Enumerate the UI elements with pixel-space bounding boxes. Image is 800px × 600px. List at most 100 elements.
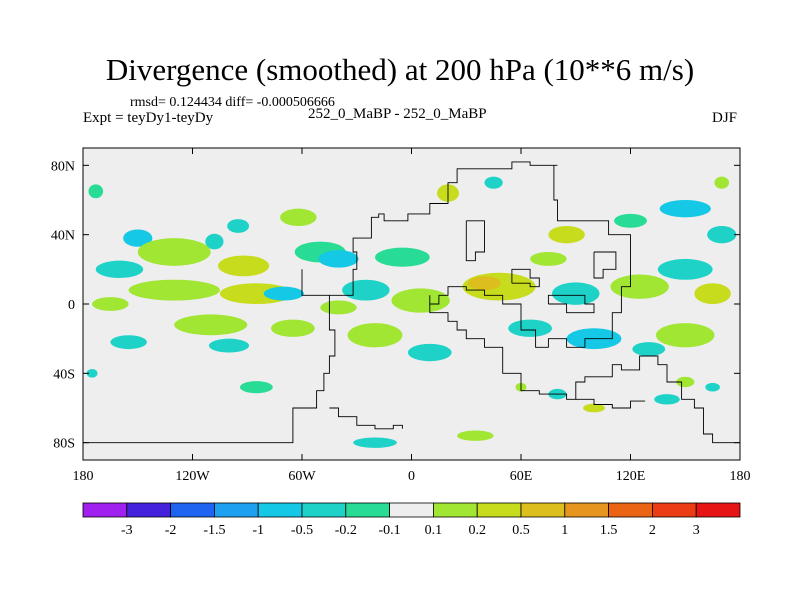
field-patch	[676, 376, 695, 388]
field-patch	[657, 258, 713, 280]
field-patch	[227, 219, 250, 233]
continent-outline	[83, 161, 740, 444]
field-patch	[614, 213, 647, 228]
coastline	[593, 251, 617, 279]
field-patch	[656, 323, 715, 348]
colorbar-swatch	[652, 502, 697, 518]
colorbar-label: -0.1	[379, 523, 401, 538]
colorbar-label: 1.5	[600, 523, 618, 538]
field-patch	[86, 369, 98, 378]
field-patch	[632, 342, 666, 357]
field-patch	[407, 343, 452, 362]
colorbar-label: 0.5	[512, 523, 530, 538]
field-patch	[263, 286, 304, 301]
coastline	[547, 294, 595, 314]
field-patch	[123, 229, 153, 247]
y-tick-label: 40N	[51, 229, 75, 244]
field-patch	[88, 184, 104, 199]
field-patch	[128, 279, 220, 301]
field-patch	[218, 255, 270, 277]
y-tick-label: 0	[68, 298, 75, 313]
field-patch	[457, 430, 494, 441]
colorbar-swatch	[82, 502, 128, 518]
colorbar-swatch	[520, 502, 566, 518]
field-patch	[530, 251, 567, 266]
field-patch	[583, 403, 605, 413]
coastline	[301, 269, 330, 296]
chart-title: Divergence (smoothed) at 200 hPa (10**6 …	[105, 52, 695, 87]
x-tick-label: 180	[730, 469, 751, 484]
colorbar-swatch	[257, 502, 303, 518]
colorbar-label: -1	[252, 523, 264, 538]
field-patch	[654, 394, 680, 405]
colorbar-label: -0.2	[335, 523, 357, 538]
colorbar-label: 0.2	[468, 523, 486, 538]
colorbar-label: 2	[649, 523, 656, 538]
field-patch	[239, 381, 273, 394]
field-patch	[659, 200, 711, 218]
field-patch	[137, 238, 211, 266]
season-label: DJF	[712, 110, 738, 126]
colorbar-swatch	[695, 502, 741, 518]
colorbar-label: -3	[121, 523, 133, 538]
coastline	[511, 268, 540, 288]
x-tick-label: 60E	[510, 469, 533, 484]
coastline	[83, 161, 740, 444]
field-patch	[353, 437, 397, 448]
coastline	[465, 220, 485, 262]
field-patch	[318, 250, 359, 268]
field-patch	[705, 382, 720, 392]
colorbar-label: 3	[693, 523, 700, 538]
field-patch	[707, 226, 737, 244]
axis-ticks: 180 120W 60W 0 60E 120E 180 80N 40N 0 40S 80S	[51, 148, 751, 484]
coastline	[329, 407, 403, 430]
colorbar-swatch	[345, 502, 390, 518]
field-patch	[174, 314, 248, 336]
colorbar-label: -0.5	[291, 523, 313, 538]
stats-label: rmsd= 0.124434 diff= -0.000506666	[130, 95, 335, 110]
field-patch	[548, 226, 585, 244]
x-tick-label: 0	[408, 469, 415, 484]
coastline	[575, 398, 646, 409]
x-tick-label: 180	[73, 469, 94, 484]
case-label: 252_0_MaBP - 252_0_MaBP	[308, 106, 487, 122]
colorbar-label: 0.1	[425, 523, 443, 538]
y-tick-label: 40S	[53, 367, 75, 382]
field-patch	[208, 338, 250, 353]
field-patch	[694, 283, 731, 304]
field-patch	[347, 323, 403, 348]
field-contours	[83, 148, 740, 460]
field-patch	[484, 176, 503, 189]
x-tick-label: 60W	[288, 469, 316, 484]
field-patch	[270, 319, 315, 337]
field-patch	[92, 297, 129, 311]
colorbar-swatch	[213, 502, 259, 518]
field-patch	[342, 279, 390, 301]
x-tick-label: 120W	[175, 469, 210, 484]
field-patch	[375, 247, 430, 267]
colorbar-swatch	[126, 502, 172, 518]
field-patch	[610, 274, 669, 299]
field-patch	[468, 276, 501, 291]
colorbar-swatch	[301, 502, 347, 518]
field-patch	[391, 288, 450, 313]
colorbar-swatch	[476, 502, 522, 518]
colorbar-label: -2	[165, 523, 177, 538]
field-patch	[280, 208, 317, 226]
y-tick-label: 80S	[53, 437, 75, 452]
colorbar-swatch	[608, 502, 653, 518]
experiment-label: Expt = teyDy1-teyDy	[83, 110, 214, 126]
field-patch	[552, 282, 600, 305]
x-tick-label: 120E	[616, 469, 646, 484]
y-tick-label: 80N	[51, 159, 75, 174]
colorbar: -3 -2 -1.5 -1 -0.5 -0.2 -0.1 0.1 0.2 0.5 1 1.5 2 3	[82, 502, 741, 538]
colorbar-label: -1.5	[203, 523, 225, 538]
field-patch	[95, 260, 144, 279]
colorbar-swatch	[432, 502, 478, 518]
colorbar-swatch	[389, 502, 434, 518]
field-patch	[320, 300, 357, 315]
field-patch	[110, 335, 147, 350]
field-patch	[714, 176, 730, 189]
colorbar-label: 1	[561, 523, 568, 538]
